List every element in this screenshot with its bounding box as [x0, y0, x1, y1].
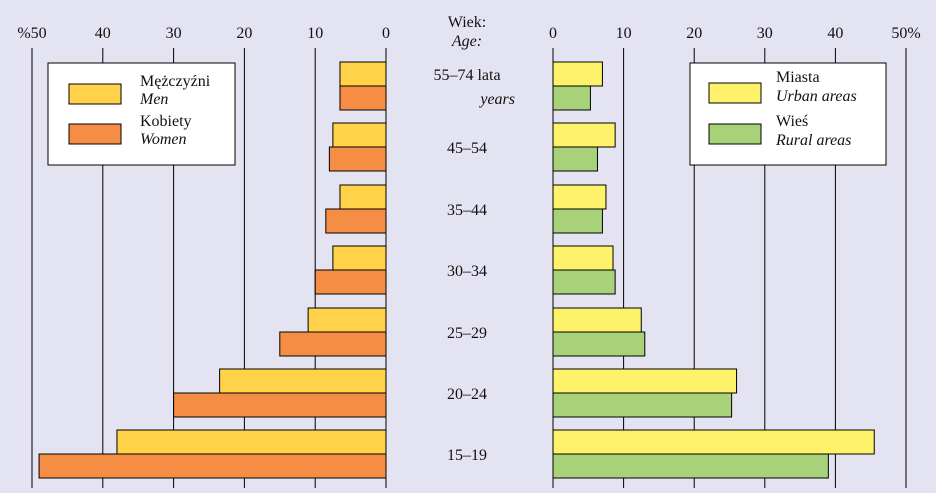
right-tick-labels: 0 10 20 30 40 50% — [549, 25, 921, 42]
bar-men — [332, 122, 387, 148]
bar-rural — [552, 85, 591, 111]
bar-urban — [552, 245, 614, 271]
legend-gender-box — [47, 62, 236, 166]
right-tick-label: 40 — [827, 25, 843, 42]
bar-urban — [552, 368, 738, 394]
age-header-en: Age: — [451, 33, 482, 50]
age-label: 20–24 — [447, 386, 487, 403]
bar-women — [38, 453, 387, 479]
legend-urban-label-en: Urban areas — [776, 88, 857, 105]
left-tick-label: 20 — [236, 25, 252, 42]
bar-urban — [552, 122, 616, 148]
bar-women — [279, 331, 387, 357]
legend-women-label: Kobiety — [140, 113, 192, 130]
left-tick-label: 0 — [382, 25, 390, 42]
bar-urban — [552, 429, 875, 455]
left-tick-label: 10 — [307, 25, 323, 42]
bar-women — [314, 269, 387, 295]
right-tick-label: 30 — [757, 25, 773, 42]
bar-rural — [552, 208, 603, 234]
age-label: 55–74 lata — [433, 67, 500, 84]
age-label-en: years — [478, 91, 515, 108]
age-label: 45–54 — [447, 140, 487, 157]
bar-men — [339, 61, 387, 87]
bar-men — [332, 245, 387, 271]
bar-rural — [552, 453, 829, 479]
right-tick-label: 50% — [891, 25, 920, 42]
age-labels: 55–74 lata years 45–54 35–44 30–34 25–29 20–24… — [433, 67, 515, 464]
legend-rural-swatch — [708, 123, 762, 145]
right-tick-label: 0 — [549, 25, 557, 42]
legend-men-label: Mężczyźni — [140, 73, 211, 90]
bar-rural — [552, 269, 616, 295]
left-tick-labels: %50 40 30 20 10 0 — [17, 25, 390, 42]
legend-men-swatch — [68, 83, 122, 105]
legend-urban-swatch — [708, 82, 762, 104]
legend-area-box — [689, 62, 887, 166]
bar-women — [173, 392, 387, 418]
bar-women — [325, 208, 387, 234]
left-tick-label: 40 — [95, 25, 111, 42]
bar-urban — [552, 307, 642, 333]
right-tick-label: 20 — [686, 25, 702, 42]
bar-men — [116, 429, 387, 455]
age-label: 35–44 — [447, 202, 487, 219]
bar-women — [339, 85, 387, 111]
right-tick-label: 10 — [616, 25, 632, 42]
bar-rural — [552, 146, 598, 172]
legend-women-label-en: Women — [140, 131, 187, 148]
legend-women-swatch — [68, 123, 122, 145]
legend-men-label-en: Men — [139, 91, 168, 108]
legend-rural-label: Wieś — [776, 113, 808, 130]
legend-rural-label-en: Rural areas — [775, 132, 851, 149]
bar-men — [307, 307, 387, 333]
left-tick-label: 30 — [166, 25, 182, 42]
bar-rural — [552, 392, 733, 418]
bar-men — [219, 368, 387, 394]
legend-gender: Mężczyźni Men Kobiety Women — [47, 62, 236, 166]
left-tick-label: %50 — [17, 25, 46, 42]
age-label: 15–19 — [447, 447, 487, 464]
left-bars — [38, 61, 387, 479]
bar-women — [328, 146, 387, 172]
bar-rural — [552, 331, 646, 357]
bar-urban — [552, 61, 603, 87]
bar-urban — [552, 184, 607, 210]
legend-area: Miasta Urban areas Wieś Rural areas — [689, 62, 887, 166]
legend-urban-label: Miasta — [776, 69, 820, 86]
age-label: 25–29 — [447, 325, 487, 342]
bar-men — [339, 184, 387, 210]
age-label: 30–34 — [447, 263, 487, 280]
right-bars — [552, 61, 875, 479]
age-header-pl: Wiek: — [448, 14, 486, 31]
